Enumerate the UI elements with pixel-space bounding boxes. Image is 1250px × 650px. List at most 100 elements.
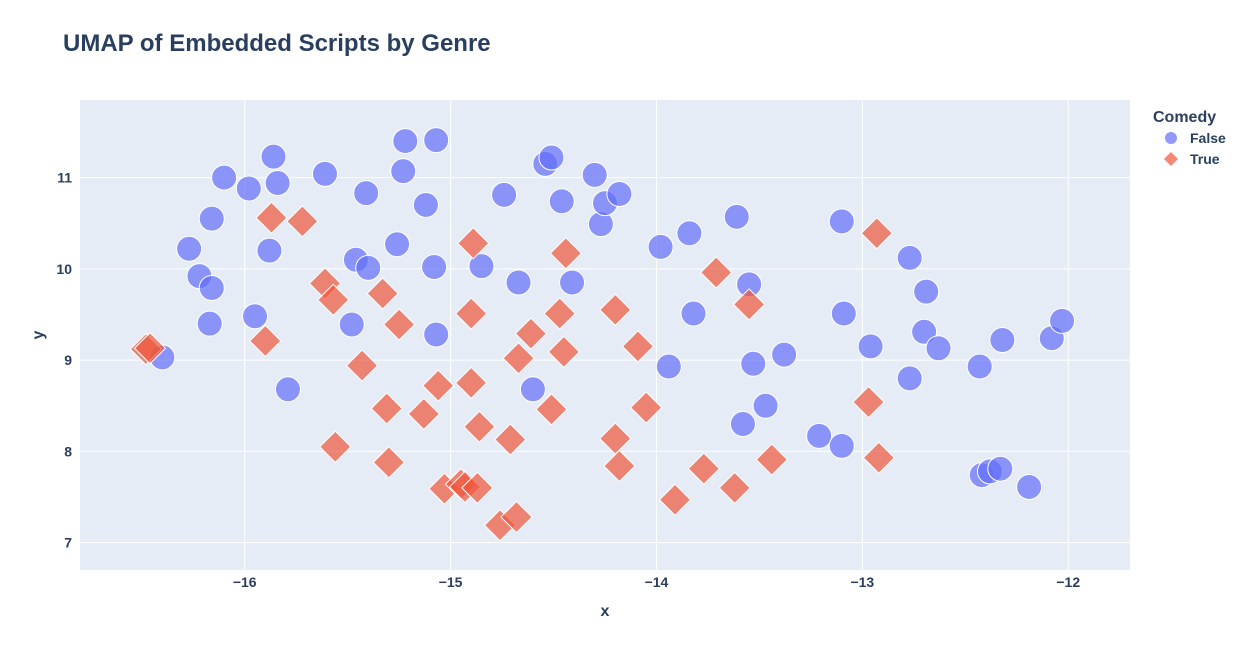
data-point-false[interactable] [1016, 473, 1043, 500]
data-point-false[interactable] [274, 376, 301, 403]
data-point-true[interactable] [249, 324, 282, 358]
data-point-false[interactable] [505, 269, 532, 296]
data-point-false[interactable] [828, 432, 855, 459]
legend-items[interactable]: False True [1164, 130, 1226, 167]
data-point-true[interactable] [547, 335, 581, 369]
data-point-false[interactable] [538, 144, 565, 171]
data-point-false[interactable] [806, 422, 833, 449]
data-point-true[interactable] [463, 410, 496, 443]
data-point-true[interactable] [133, 332, 167, 365]
data-point-false[interactable] [559, 269, 586, 296]
data-point-true[interactable] [599, 293, 632, 327]
data-point-false[interactable] [911, 318, 938, 345]
data-point-false[interactable] [647, 233, 674, 260]
data-point-false[interactable] [423, 127, 450, 154]
data-point-true[interactable] [621, 330, 655, 363]
data-point-true[interactable] [454, 366, 488, 400]
data-point-false[interactable] [740, 350, 767, 377]
legend-item-true[interactable]: True [1164, 151, 1220, 167]
data-point-false[interactable] [421, 254, 448, 281]
data-point-true[interactable] [514, 317, 548, 350]
data-point-true[interactable] [718, 471, 751, 505]
data-point-false[interactable] [198, 275, 225, 301]
data-point-false[interactable] [723, 203, 750, 230]
data-point-false[interactable] [581, 161, 608, 188]
data-point-true[interactable] [345, 349, 379, 382]
data-point-true[interactable] [687, 452, 721, 485]
data-point-false[interactable] [260, 143, 287, 170]
data-point-true[interactable] [755, 443, 788, 476]
y-tick-label: 11 [57, 170, 72, 186]
y-tick-label: 8 [64, 443, 72, 459]
data-point-false[interactable] [211, 164, 238, 191]
data-point-true[interactable] [732, 288, 766, 321]
data-point-false[interactable] [676, 220, 703, 247]
data-point-false[interactable] [412, 191, 439, 218]
data-point-true[interactable] [658, 483, 692, 516]
data-point-false[interactable] [771, 341, 798, 368]
data-point-true[interactable] [494, 423, 527, 456]
data-point-false[interactable] [925, 335, 952, 362]
data-point-false[interactable] [468, 253, 495, 280]
data-point-false[interactable] [680, 300, 707, 327]
data-point-true[interactable] [629, 391, 663, 424]
data-point-false[interactable] [491, 181, 518, 208]
data-point-true[interactable] [543, 297, 576, 330]
data-point-false[interactable] [606, 181, 633, 207]
data-point-false[interactable] [548, 188, 575, 215]
data-point-true[interactable] [366, 277, 399, 310]
data-point-false[interactable] [830, 300, 857, 327]
data-point-false[interactable] [913, 278, 940, 305]
data-point-true[interactable] [461, 471, 494, 505]
data-point-false[interactable] [384, 231, 411, 258]
data-point-true[interactable] [382, 308, 416, 341]
data-point-false[interactable] [896, 244, 923, 271]
data-point-false[interactable] [989, 327, 1016, 354]
data-point-false[interactable] [338, 311, 365, 338]
data-point-true[interactable] [457, 227, 490, 260]
data-point-false[interactable] [729, 410, 756, 437]
data-point-false[interactable] [235, 175, 262, 202]
data-point-false[interactable] [828, 208, 855, 235]
data-point-false[interactable] [198, 205, 225, 232]
data-point-true[interactable] [454, 297, 488, 330]
data-point-true[interactable] [852, 385, 885, 419]
data-point-true[interactable] [535, 393, 568, 426]
data-point-true[interactable] [502, 342, 535, 375]
data-point-false[interactable] [655, 353, 682, 380]
legend-item-false[interactable]: False [1165, 130, 1226, 146]
data-point-false[interactable] [896, 365, 923, 392]
data-point-false[interactable] [987, 455, 1014, 482]
data-point-true[interactable] [372, 446, 406, 479]
data-point-true[interactable] [422, 369, 455, 402]
data-point-true[interactable] [319, 430, 352, 464]
data-point-false[interactable] [256, 237, 283, 264]
data-point-false[interactable] [857, 333, 884, 360]
data-point-false[interactable] [519, 376, 546, 403]
data-point-true[interactable] [500, 500, 533, 534]
data-point-false[interactable] [312, 160, 338, 187]
data-points[interactable] [129, 127, 1076, 542]
data-point-false[interactable] [423, 321, 450, 348]
data-point-true[interactable] [699, 256, 733, 289]
data-point-false[interactable] [390, 158, 417, 185]
data-point-true[interactable] [603, 449, 636, 483]
data-point-true[interactable] [862, 441, 896, 474]
data-point-true[interactable] [255, 201, 288, 234]
data-point-false[interactable] [1049, 307, 1076, 334]
data-point-false[interactable] [196, 310, 223, 337]
data-point-false[interactable] [353, 180, 380, 207]
data-point-false[interactable] [242, 303, 268, 330]
data-point-true[interactable] [370, 392, 403, 425]
data-point-true[interactable] [286, 205, 319, 238]
data-point-false[interactable] [355, 254, 382, 281]
data-point-false[interactable] [264, 170, 291, 197]
data-point-false[interactable] [752, 392, 779, 419]
data-point-false[interactable] [392, 128, 419, 155]
data-point-false[interactable] [966, 353, 993, 380]
data-point-true[interactable] [317, 283, 350, 317]
data-point-true[interactable] [407, 397, 441, 431]
data-point-true[interactable] [549, 237, 583, 270]
data-point-false[interactable] [176, 235, 203, 262]
data-point-true[interactable] [860, 217, 893, 250]
